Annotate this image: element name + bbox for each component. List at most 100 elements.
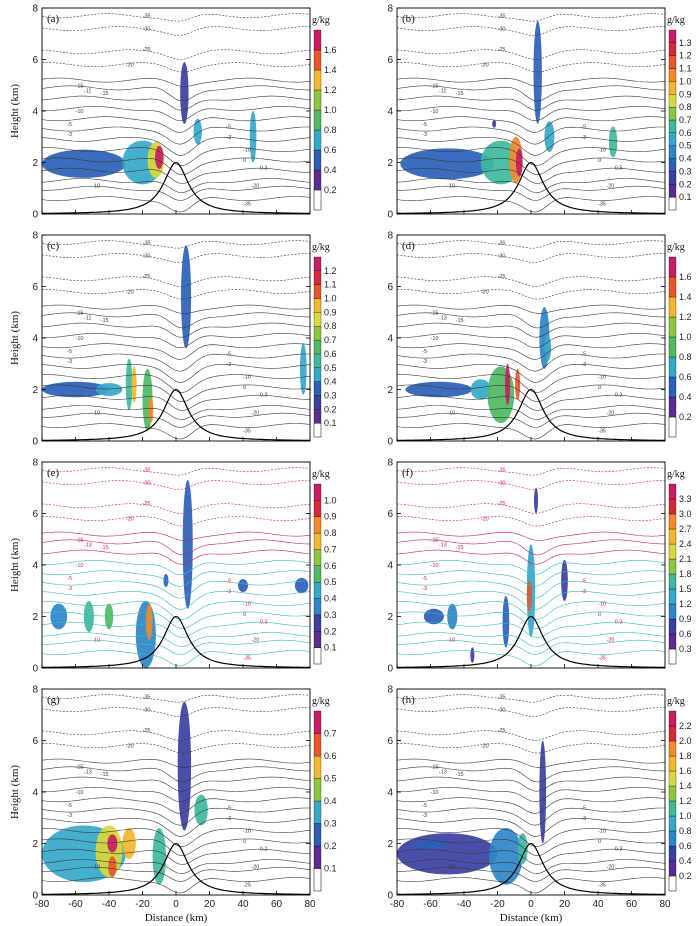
contour-label: -30 bbox=[143, 708, 151, 714]
contour-line bbox=[397, 178, 665, 194]
colorbar-label: 0.7 bbox=[324, 729, 337, 739]
mixing-ratio-area bbox=[502, 595, 510, 648]
colorbar-label: 1.4 bbox=[324, 65, 337, 75]
plot-content: -35-30-25-20-15-13 -15-10-5-3-10-5-3-10-2… bbox=[397, 240, 665, 441]
mixing-ratio-area bbox=[122, 828, 136, 859]
contour-line bbox=[397, 838, 665, 857]
y-tick-label: 6 bbox=[387, 55, 393, 66]
contour-label: -13 bbox=[84, 542, 92, 548]
plot-content: -35-30-25-20-15-13 -15-10-5-3-10-5-3-10-2… bbox=[397, 694, 665, 895]
contour-label: -10 bbox=[76, 109, 84, 115]
mixing-ratio-area bbox=[182, 480, 193, 609]
contour-line bbox=[42, 412, 310, 428]
colorbar-label: 0.3 bbox=[324, 610, 337, 620]
contour-line bbox=[397, 240, 665, 249]
colorbar-label: 1.0 bbox=[324, 495, 337, 505]
contour-label: -15 bbox=[431, 537, 439, 543]
y-tick-label: 4 bbox=[387, 788, 393, 799]
contour-line bbox=[397, 580, 665, 599]
colorbar-cell bbox=[668, 119, 677, 134]
mixing-ratio-area bbox=[413, 839, 448, 850]
panel-f: -35-30-25-20-15-13 -15-10-5-3-10-5-3-10-2… bbox=[387, 458, 691, 675]
colorbar-cell bbox=[668, 29, 677, 44]
colorbar-label: 0.8 bbox=[679, 352, 692, 362]
contour-line bbox=[42, 167, 310, 184]
contour-label: -10 bbox=[243, 602, 251, 608]
contour-label: -3 bbox=[581, 135, 586, 141]
colorbar-label: 0.9 bbox=[679, 89, 692, 99]
contour-label: -30 bbox=[143, 481, 151, 487]
contour-label: -3 bbox=[422, 813, 427, 819]
contour-label: -13 bbox=[84, 769, 92, 775]
contour-label: -15 bbox=[456, 91, 464, 97]
y-tick-label: 8 bbox=[32, 4, 38, 15]
mixing-ratio-area bbox=[193, 118, 202, 145]
contour-line bbox=[42, 137, 310, 156]
colorbar-label: 1.0 bbox=[324, 294, 337, 304]
colorbar-cell bbox=[668, 633, 677, 650]
x-axis-label: Distance (km) bbox=[500, 912, 563, 924]
panel-g: -35-30-25-20-15-13 -15-10-5-3-10-5-3-10-2… bbox=[9, 685, 337, 925]
contour-line bbox=[397, 570, 665, 587]
colorbar-cell bbox=[668, 725, 677, 742]
contour-label: -5 bbox=[226, 124, 231, 130]
colorbar-label: 1.8 bbox=[679, 569, 692, 579]
y-tick-label: 2 bbox=[387, 158, 393, 169]
mixing-ratio-area bbox=[125, 358, 133, 411]
colorbar-label: 0.8 bbox=[324, 321, 337, 331]
contour-label: -15 bbox=[76, 83, 84, 89]
colorbar-label: 0.2 bbox=[324, 404, 337, 414]
contour-line bbox=[42, 549, 310, 565]
contour-line bbox=[397, 312, 665, 329]
mixing-ratio-area bbox=[107, 834, 118, 853]
colorbar-label: 0.9 bbox=[324, 512, 337, 522]
y-tick-label: 8 bbox=[387, 685, 393, 696]
colorbar-label: 1.2 bbox=[679, 796, 692, 806]
colorbar-label: 1.2 bbox=[324, 85, 337, 95]
contour-line bbox=[42, 77, 310, 87]
colorbar-cell bbox=[313, 339, 322, 355]
contour-line bbox=[42, 364, 310, 383]
contour-line bbox=[42, 818, 310, 837]
contour-label: -20 bbox=[126, 517, 134, 523]
colorbar-cell bbox=[313, 549, 322, 566]
contour-label: -10 bbox=[92, 865, 100, 871]
colorbar-label: 0.3 bbox=[679, 166, 692, 176]
contour-label: -15 bbox=[101, 318, 109, 324]
contour-line bbox=[42, 758, 310, 768]
colorbar-cell bbox=[313, 500, 322, 517]
contour-label: -15 bbox=[431, 310, 439, 316]
contour-label: -30 bbox=[143, 254, 151, 260]
contour-line bbox=[42, 333, 310, 349]
contour-line bbox=[397, 601, 665, 620]
colorbar-cell bbox=[313, 326, 322, 341]
contour-label: -10 bbox=[598, 829, 606, 835]
colorbar-unit: g/kg bbox=[667, 469, 685, 480]
colorbar-label: 0.2 bbox=[679, 871, 692, 881]
colorbar-cell bbox=[668, 336, 677, 358]
contour-line bbox=[397, 412, 665, 428]
contour-label: -25 bbox=[498, 47, 506, 53]
contour-label: -10 bbox=[598, 375, 606, 381]
mixing-ratio-area bbox=[544, 121, 555, 153]
contour-line bbox=[42, 353, 310, 372]
contour-line bbox=[42, 157, 310, 176]
contour-line bbox=[42, 85, 310, 102]
contour-label: -13 bbox=[439, 769, 447, 775]
y-tick-label: 8 bbox=[32, 458, 38, 469]
colorbar-label: 0.5 bbox=[324, 363, 337, 373]
colorbar-label: 0.6 bbox=[679, 841, 692, 851]
mixing-ratio-area bbox=[155, 145, 164, 169]
colorbar-cell bbox=[668, 376, 677, 398]
contour-line bbox=[42, 848, 310, 865]
plot-content: -35-30-25-20-15-13 -15-10-5-3-10-5-3-10-2… bbox=[42, 694, 310, 895]
colorbar-cell bbox=[313, 647, 322, 665]
contour-label: -5 bbox=[67, 349, 72, 355]
colorbar-cell bbox=[668, 296, 677, 318]
mixing-ratio-area bbox=[400, 148, 495, 180]
mixing-ratio-area bbox=[505, 363, 511, 405]
contour-line bbox=[397, 85, 665, 102]
colorbar-label: 0.7 bbox=[679, 115, 692, 125]
plot-content: -35-30-25-20-15-13 -15-10-5-3-10-5-3-10-2… bbox=[42, 467, 310, 668]
